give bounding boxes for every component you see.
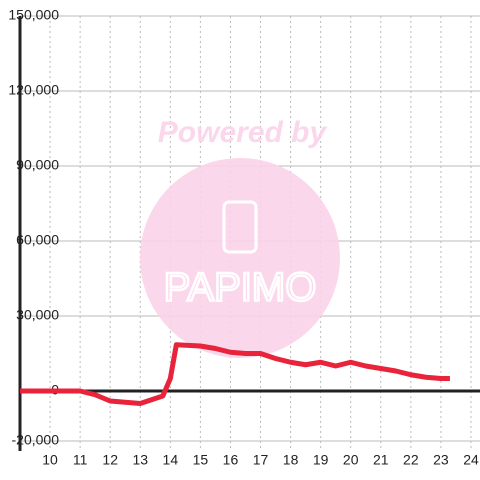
watermark-logo: PAPIMO [164,266,317,310]
y-tick-label: 90,000 [16,157,59,173]
x-tick-label: 11 [73,452,88,468]
x-tick-label: 17 [253,452,269,468]
x-tick-label: 15 [193,452,209,468]
x-tick-label: 13 [132,452,148,468]
y-tick-label: 150,000 [8,7,59,23]
watermark: Powered by PAPIMO [140,116,340,358]
x-tick-label: 21 [373,452,389,468]
y-tick-label: -20,000 [12,432,60,448]
x-tick-label: 18 [283,452,299,468]
line-series [20,342,450,406]
x-tick-label: 23 [433,452,449,468]
x-tick-label: 10 [42,452,58,468]
x-tick-label: 16 [223,452,239,468]
x-tick-label: 20 [343,452,359,468]
y-tick-label: 120,000 [8,82,59,98]
watermark-circle [140,158,340,358]
watermark-text: Powered by [158,116,328,149]
x-tick-label: 12 [102,452,118,468]
x-tick-label: 24 [463,452,479,468]
y-tick-label: 30,000 [16,307,59,323]
y-tick-label: 60,000 [16,232,59,248]
watermark-icon [222,200,258,254]
x-tick-label: 19 [313,452,329,468]
x-tick-label: 14 [163,452,179,468]
x-tick-label: 22 [403,452,419,468]
